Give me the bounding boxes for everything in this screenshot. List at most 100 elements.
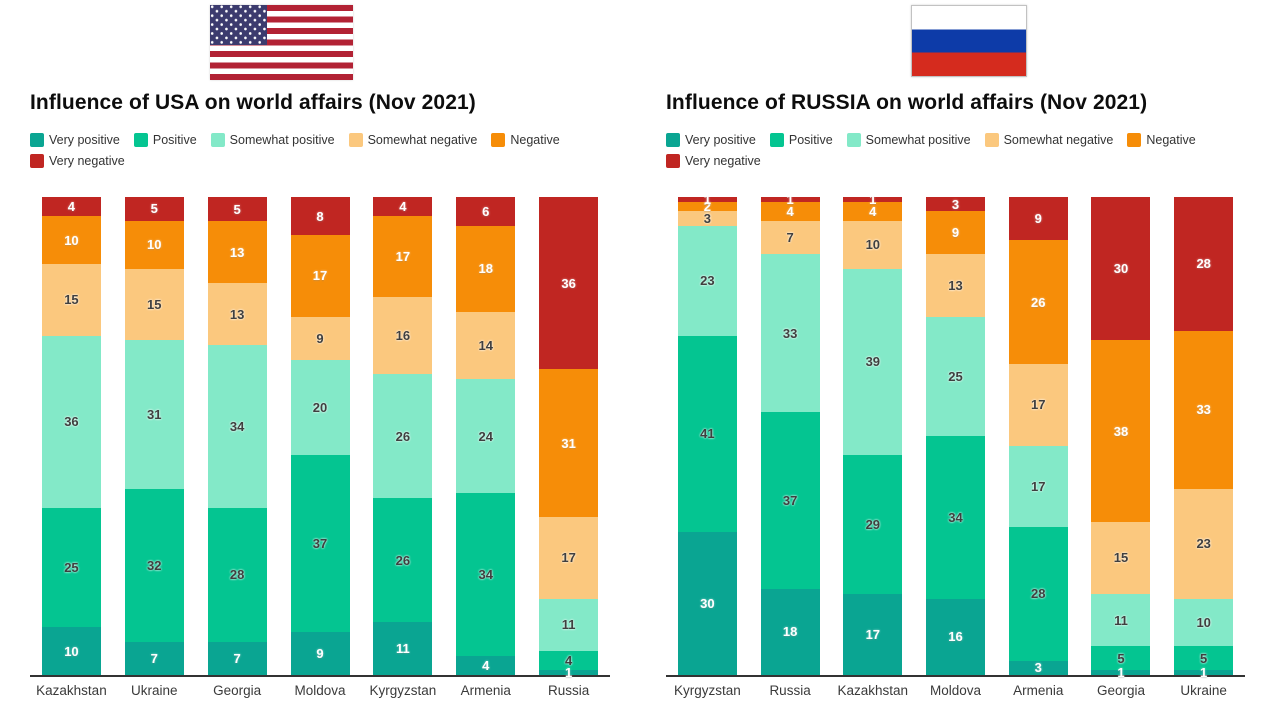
bar-column: 9 37 20 9 17 8 xyxy=(279,197,362,675)
legend-swatch-icon xyxy=(491,132,506,147)
bar-segment: 5 xyxy=(124,197,184,221)
stacked-bar: 16 34 25 13 9 3 xyxy=(926,196,986,675)
bar-segment-value: 4 xyxy=(399,199,407,215)
bar-segment-value: 3 xyxy=(1034,660,1042,676)
bar-column: 30 41 23 3 2 1 xyxy=(666,193,749,675)
bar-segment: 17 xyxy=(1008,445,1068,527)
bar-segment: 9 xyxy=(1008,197,1068,241)
bar-segment: 41 xyxy=(677,335,737,532)
x-axis-label: Moldova xyxy=(294,683,346,698)
legend-item: Very negative xyxy=(30,152,125,169)
russia-flag-icon xyxy=(910,5,1027,77)
bar-segment: 7 xyxy=(207,641,267,675)
bar-segment-value: 30 xyxy=(700,595,715,611)
bar-segment-value: 25 xyxy=(64,559,79,575)
stacked-bar: 1 4 11 17 31 36 xyxy=(539,197,599,679)
stacked-bar: 17 29 39 10 4 1 xyxy=(843,193,903,675)
bar-segment-value: 36 xyxy=(561,275,576,291)
bar-segment: 14 xyxy=(456,311,516,379)
chart-title-usa: Influence of USA on world affairs (Nov 2… xyxy=(30,91,476,114)
bar-segment: 15 xyxy=(124,268,184,341)
bar-segment: 28 xyxy=(1174,197,1234,331)
bar-segment-value: 20 xyxy=(312,399,328,415)
russia-influence-chart-panel: Influence of RUSSIA on world affairs (No… xyxy=(640,0,1271,709)
bar-segment: 31 xyxy=(124,340,184,489)
bar-segment: 5 xyxy=(1091,646,1151,671)
bar-segment-value: 7 xyxy=(233,650,241,666)
x-axis-label: Ukraine xyxy=(1180,683,1227,698)
bar-segment-value: 15 xyxy=(64,292,79,308)
bar-column: 1 5 10 23 33 28 xyxy=(1162,197,1245,679)
x-axis-label: Russia xyxy=(547,683,590,698)
bar-segment: 17 xyxy=(373,216,433,298)
bar-segment-value: 17 xyxy=(561,550,576,566)
bar-segment-value: 4 xyxy=(786,203,794,219)
stacked-bar: 18 37 33 7 4 1 xyxy=(760,193,820,675)
legend-item: Positive xyxy=(133,131,197,148)
bars: 10 25 36 15 10 4 7 32 31 15 10 5 7 28 34 13 13 5 9 37 20 9 17 8… xyxy=(30,197,610,679)
bar-segment: 4 xyxy=(373,197,433,217)
bar-segment: 1 xyxy=(1174,666,1234,679)
bar-segment: 9 xyxy=(290,631,350,675)
bar-segment-value: 28 xyxy=(229,567,245,583)
stacked-bar: 10 25 36 15 10 4 xyxy=(41,197,101,675)
bar-segment-value: 3 xyxy=(703,211,711,227)
usa-flag-area xyxy=(0,5,571,80)
bar-segment-value: 14 xyxy=(478,337,493,353)
bar-segment-value: 34 xyxy=(478,567,493,583)
usa-influence-chart-panel: Influence of USA on world affairs (Nov 2… xyxy=(0,5,610,698)
bar-segment: 10 xyxy=(124,220,184,269)
bar-segment: 6 xyxy=(456,197,516,226)
bar-column: 7 32 31 15 10 5 xyxy=(113,197,196,675)
legend-swatch-icon xyxy=(348,132,363,147)
bar-segment: 36 xyxy=(41,335,101,508)
bar-segment: 1 xyxy=(760,193,820,206)
bar-segment-value: 24 xyxy=(478,428,493,444)
bar-segment: 17 xyxy=(539,517,599,599)
russia-flag-area xyxy=(679,5,1258,80)
bar-segment: 13 xyxy=(207,220,267,284)
legend-item: Somewhat positive xyxy=(846,131,971,148)
bar-segment: 4 xyxy=(539,651,599,671)
bar-column: 4 34 24 14 18 6 xyxy=(444,197,527,675)
stacked-bar: 1 5 11 15 38 30 xyxy=(1091,197,1151,679)
x-axis-label: Armenia xyxy=(460,683,511,698)
bar-segment-value: 17 xyxy=(1031,397,1046,413)
bar-segment: 1 xyxy=(843,193,903,206)
bar-column: 7 28 34 13 13 5 xyxy=(196,197,279,675)
bar-segment: 11 xyxy=(373,622,433,675)
bar-segment-value: 28 xyxy=(1196,256,1211,272)
bar-segment-value: 16 xyxy=(948,629,963,645)
bar-segment: 36 xyxy=(539,197,599,370)
bar-segment: 9 xyxy=(926,211,986,255)
bar-segment-value: 28 xyxy=(1031,586,1046,602)
bar-segment-value: 10 xyxy=(1196,614,1211,630)
legend-label: Negative xyxy=(1146,132,1196,147)
bar-segment: 10 xyxy=(41,627,101,675)
bar-segment-value: 13 xyxy=(948,277,963,293)
bars: 30 41 23 3 2 1 18 37 33 7 4 1 17 29 39 10 4 1 16 34 25 13 9 3 3 2… xyxy=(666,193,1245,679)
bar-segment: 28 xyxy=(207,507,267,642)
bar-segment-value: 10 xyxy=(147,237,162,253)
bar-segment: 10 xyxy=(41,216,101,264)
legend-swatch-icon xyxy=(210,132,225,147)
bar-segment-value: 7 xyxy=(150,650,158,666)
legend-item: Negative xyxy=(491,131,560,148)
bar-segment-value: 4 xyxy=(564,653,573,669)
legend-item: Negative xyxy=(1127,131,1196,148)
bar-segment-value: 36 xyxy=(64,414,79,430)
bar-segment-value: 31 xyxy=(147,407,162,422)
bar-segment: 1 xyxy=(539,666,599,679)
bar-segment-value: 3 xyxy=(951,196,960,212)
bar-segment-value: 8 xyxy=(316,208,324,224)
bar-column: 10 25 36 15 10 4 xyxy=(30,197,113,675)
x-axis-label: Ukraine xyxy=(131,683,178,698)
bar-segment: 18 xyxy=(760,588,820,675)
usa-flag-canton xyxy=(209,5,267,46)
bar-segment: 38 xyxy=(1091,340,1151,523)
stacked-bar: 1 5 10 23 33 28 xyxy=(1174,197,1234,679)
bar-segment: 10 xyxy=(1174,598,1234,647)
bar-segment-value: 15 xyxy=(1113,550,1129,566)
bar-segment: 9 xyxy=(290,316,350,360)
